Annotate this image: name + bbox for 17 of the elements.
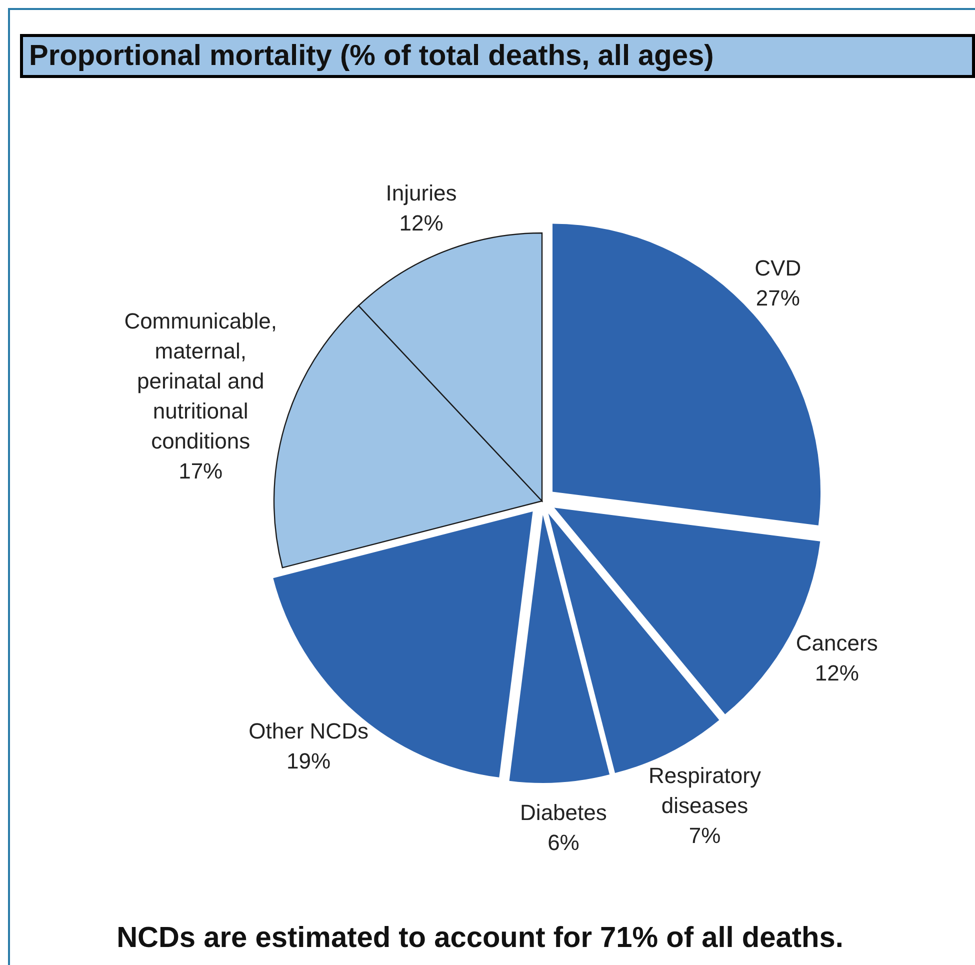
data-label: 7%	[688, 823, 721, 848]
chart-title: Proportional mortality (% of total deaths, all ages)	[29, 39, 714, 73]
slice-label: CVD	[754, 256, 802, 281]
data-label: 6%	[548, 830, 580, 855]
slice-label: Cancers	[796, 630, 878, 656]
slice-label: Other NCDs	[248, 718, 368, 744]
data-label: 17%	[178, 458, 223, 484]
data-label: 12%	[399, 210, 444, 236]
data-label: 27%	[756, 286, 800, 311]
slice-label: Diabetes	[520, 800, 607, 825]
title-banner: Proportional mortality (% of total deaths, all ages)	[20, 34, 975, 78]
data-label: 12%	[814, 660, 859, 686]
text: NCDs are estimated to account for 71% of all deaths.	[116, 921, 844, 956]
slice-label: Communicable, maternal, perinatal and nutritional conditions	[124, 308, 278, 454]
slice-label: Injuries	[386, 180, 457, 206]
data-label: 19%	[286, 748, 331, 774]
slice-label: Respiratory diseases	[648, 763, 761, 818]
